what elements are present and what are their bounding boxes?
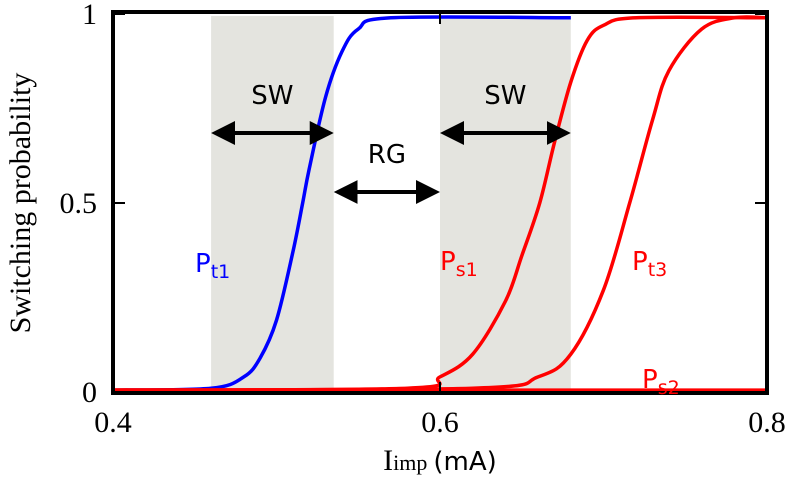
x-label-sub: imp xyxy=(393,450,427,475)
curve xyxy=(112,15,571,392)
curve-label-sub: t3 xyxy=(648,259,668,281)
x-tick-label: 0.8 xyxy=(748,406,786,439)
curve-label-main: P xyxy=(195,249,211,279)
curve-label: Pt3 xyxy=(632,247,667,281)
curve-label-sub: t1 xyxy=(211,261,231,283)
curve-label-main: P xyxy=(440,247,456,277)
curve-label: Ps1 xyxy=(440,247,478,281)
curve-label-main: P xyxy=(642,365,658,395)
curve-label-main: P xyxy=(632,247,648,277)
shaded-region xyxy=(440,16,571,392)
curve-label: Pt1 xyxy=(195,249,230,283)
curve xyxy=(112,15,768,392)
x-tick-label: 0.6 xyxy=(421,406,459,439)
x-axis-label: Iimp (mA) xyxy=(383,444,497,477)
curve xyxy=(112,15,768,392)
x-label-main: I xyxy=(383,444,393,477)
y-tick-label: 0 xyxy=(82,376,97,409)
plot-frame xyxy=(111,10,769,395)
y-axis-label: Switching probability xyxy=(4,73,37,334)
curve-label-sub: s1 xyxy=(456,259,478,281)
annotation-label: RG xyxy=(368,140,406,170)
y-tick-label: 1 xyxy=(82,0,97,31)
y-tick-label: 0.5 xyxy=(60,187,98,220)
x-label-unit: (mA) xyxy=(433,447,496,477)
x-tick-label: 0.4 xyxy=(94,406,132,439)
annotation-label: SW xyxy=(484,81,526,111)
annotation-label: SW xyxy=(251,81,293,111)
curve-label: Ps2 xyxy=(642,365,680,399)
curve-label-sub: s2 xyxy=(658,377,680,399)
